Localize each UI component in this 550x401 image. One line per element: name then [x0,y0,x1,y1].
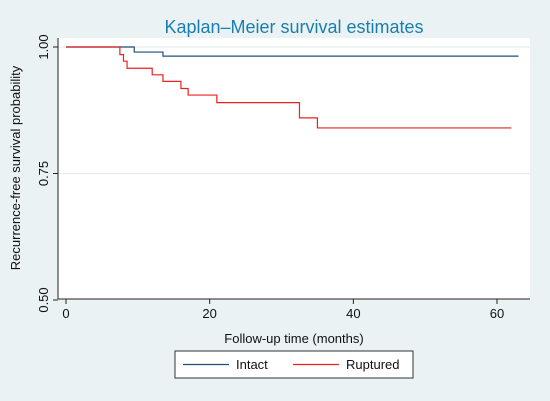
series-line-intact [66,46,519,57]
x-axis-title: Follow-up time (months) [224,331,363,346]
y-tick-label-1: 0.75 [36,161,51,186]
y-tick-label-2: 1.00 [36,34,51,59]
x-tick-label-0: 0 [62,306,69,321]
series-line-ruptured [66,46,512,129]
chart-title: Kaplan–Meier survival estimates [164,17,423,37]
x-tick-label-1: 20 [202,306,216,321]
legend-label-ruptured: Ruptured [346,357,399,372]
legend-label-intact: Intact [236,357,268,372]
x-tick-label-3: 60 [490,306,504,321]
x-tick-label-2: 40 [346,306,360,321]
grid-lines [58,46,530,175]
y-axis-title: Recurrence-free survival probability [8,65,23,270]
plot-area [58,38,530,299]
y-tick-label-0: 0.50 [36,287,51,312]
series-group [66,46,519,129]
legend: Intact Ruptured [174,350,414,379]
axes: 0 20 40 60 0.50 0.75 1.00 [36,34,530,321]
